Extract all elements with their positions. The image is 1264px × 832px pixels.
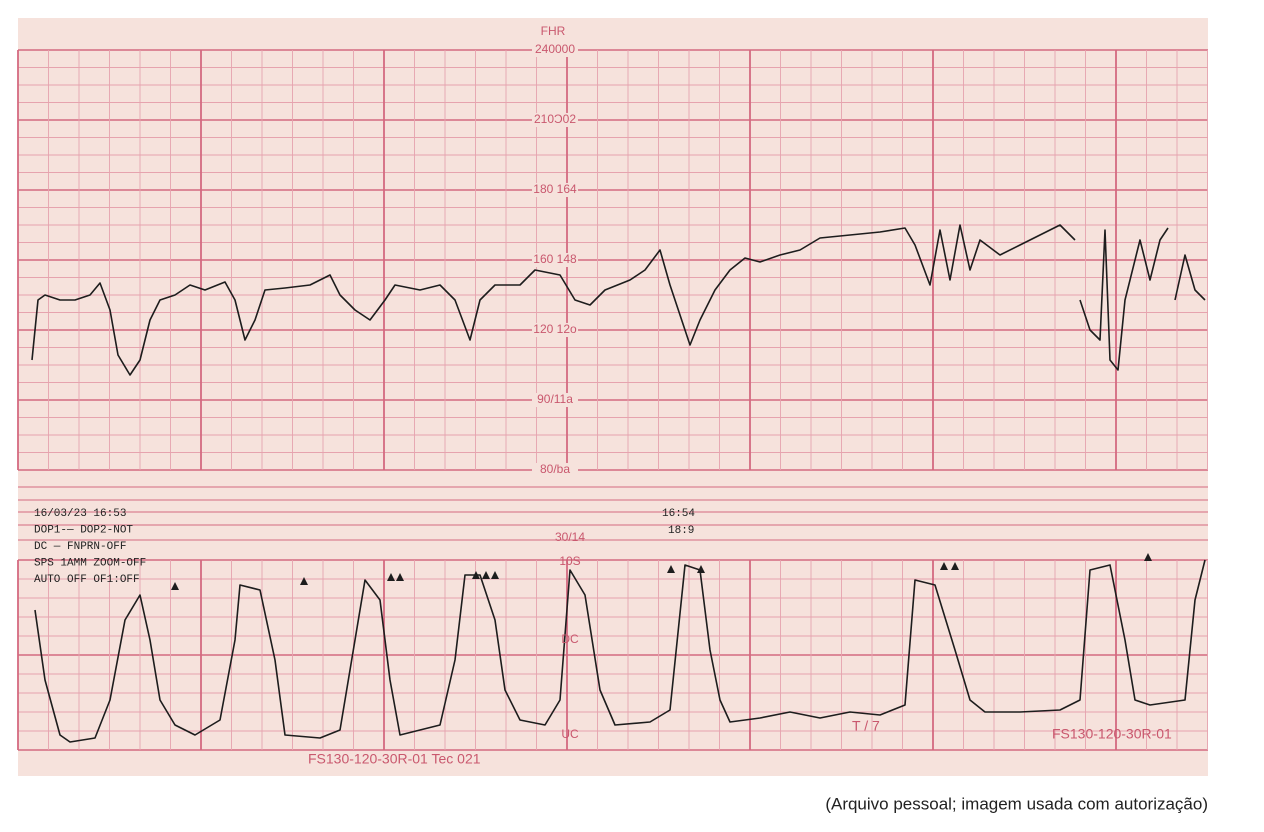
marker (171, 582, 179, 590)
marker (1144, 553, 1152, 561)
paper (18, 18, 1208, 776)
scale-bg (532, 463, 578, 477)
fhr-label: FHR (541, 24, 566, 38)
fhr-scale-label: 120 12o (533, 322, 577, 336)
caption: (Arquivo pessoal; imagem usada com autor… (825, 794, 1208, 813)
info-line: DOP1-— DOP2-NOT (34, 524, 133, 536)
scale-bg (532, 43, 578, 57)
grid (17, 49, 1208, 751)
time-mark: 18:9 (668, 525, 694, 537)
uc-scale-label: 10S (559, 554, 580, 568)
fhr-scale-label: 90/11a (537, 392, 573, 406)
uc-trace (34, 559, 1206, 743)
fhr-trace (1079, 227, 1169, 371)
marker (300, 577, 308, 585)
info-line: SPS 1AMM ZOOM-OFF (34, 557, 146, 569)
fhr-trace (1174, 254, 1206, 301)
info-line: 16/03/23 16:53 (34, 508, 126, 520)
marker (387, 573, 404, 581)
uc-scale-label: 30/14 (555, 530, 585, 544)
scale-bg (532, 253, 578, 267)
fhr-scale-label: 210Ɔ02 (534, 112, 576, 126)
marker (667, 565, 705, 573)
time-mark: 16:54 (662, 508, 695, 520)
fhr-scale-label: 80/ba (540, 462, 570, 476)
uc-scale-label: UC (561, 727, 579, 741)
marker (472, 571, 499, 579)
footer-right: FS130-120-30R-01 (1052, 726, 1172, 742)
scale-bg (532, 323, 578, 337)
uc-scale-label: DC (561, 632, 579, 646)
marker (940, 562, 959, 570)
event-markers (171, 553, 1152, 590)
scale-bg (532, 113, 578, 127)
fhr-trace (31, 224, 1076, 376)
scale-bg (532, 183, 578, 197)
fhr-scale-label: 180 164 (533, 182, 577, 196)
info-line: AUTO OFF OF1:OFF (34, 574, 140, 586)
scale-bg (532, 393, 578, 407)
fhr-scale-label: 160 148 (533, 252, 577, 266)
footer-mid: T / 7 (852, 718, 880, 734)
info-line: DC — FNPRN-OFF (34, 541, 126, 553)
footer-left: FS130-120-30R-01 Tec 021 (308, 751, 481, 767)
fhr-scale-label: 240000 (535, 42, 575, 56)
